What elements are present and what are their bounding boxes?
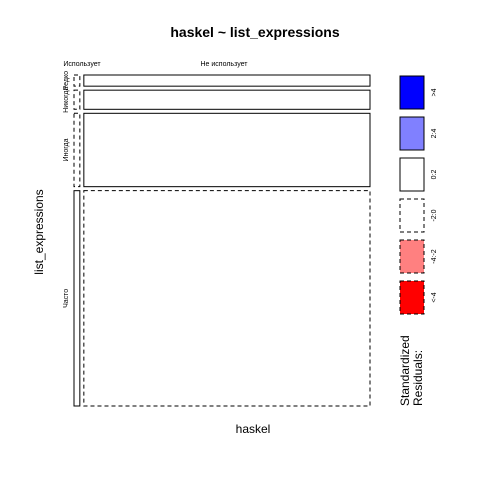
legend-swatch bbox=[399, 280, 425, 315]
legend-title: Standardized bbox=[398, 335, 412, 406]
legend-label: -2:0 bbox=[431, 209, 438, 221]
mosaic-cell bbox=[83, 190, 371, 407]
y-level-label: Редко bbox=[63, 71, 70, 90]
y-level-label: Иногда bbox=[63, 138, 70, 161]
legend-label: >4 bbox=[431, 88, 438, 96]
legend-label: -4:-2 bbox=[431, 249, 438, 264]
legend-swatch bbox=[399, 116, 425, 151]
legend: >4 2:4 0:2 -2:0 -4:-2 <-4 Standardized Residual… bbox=[398, 75, 438, 406]
legend-swatch bbox=[399, 239, 425, 274]
mosaic-cell bbox=[73, 190, 81, 407]
mosaic-cell bbox=[83, 89, 371, 110]
legend-swatch bbox=[399, 157, 425, 192]
x-level-labels: Использует Не использует bbox=[63, 61, 248, 68]
legend-title: Residuals: bbox=[411, 350, 425, 406]
legend-swatch bbox=[399, 75, 425, 110]
y-level-label: Часто bbox=[63, 289, 70, 308]
mosaic-cell bbox=[73, 89, 81, 110]
x-level-label: Использует bbox=[63, 61, 101, 68]
y-axis-title: list_expressions bbox=[32, 189, 46, 274]
mosaic-cell bbox=[83, 112, 371, 188]
legend-swatch bbox=[399, 198, 425, 233]
y-level-label: Никогда bbox=[63, 87, 70, 113]
mosaic-cell bbox=[73, 74, 81, 87]
x-axis-title: haskel bbox=[236, 422, 271, 436]
legend-label: 0:2 bbox=[431, 170, 438, 180]
x-level-label: Не использует bbox=[201, 61, 249, 68]
legend-label: 2:4 bbox=[431, 129, 438, 139]
legend-label: <-4 bbox=[431, 292, 438, 302]
mosaic-cells bbox=[73, 74, 371, 407]
mosaic-cell bbox=[83, 74, 371, 87]
mosaic-cell bbox=[73, 112, 81, 188]
chart-title: haskel ~ list_expressions bbox=[170, 24, 339, 40]
